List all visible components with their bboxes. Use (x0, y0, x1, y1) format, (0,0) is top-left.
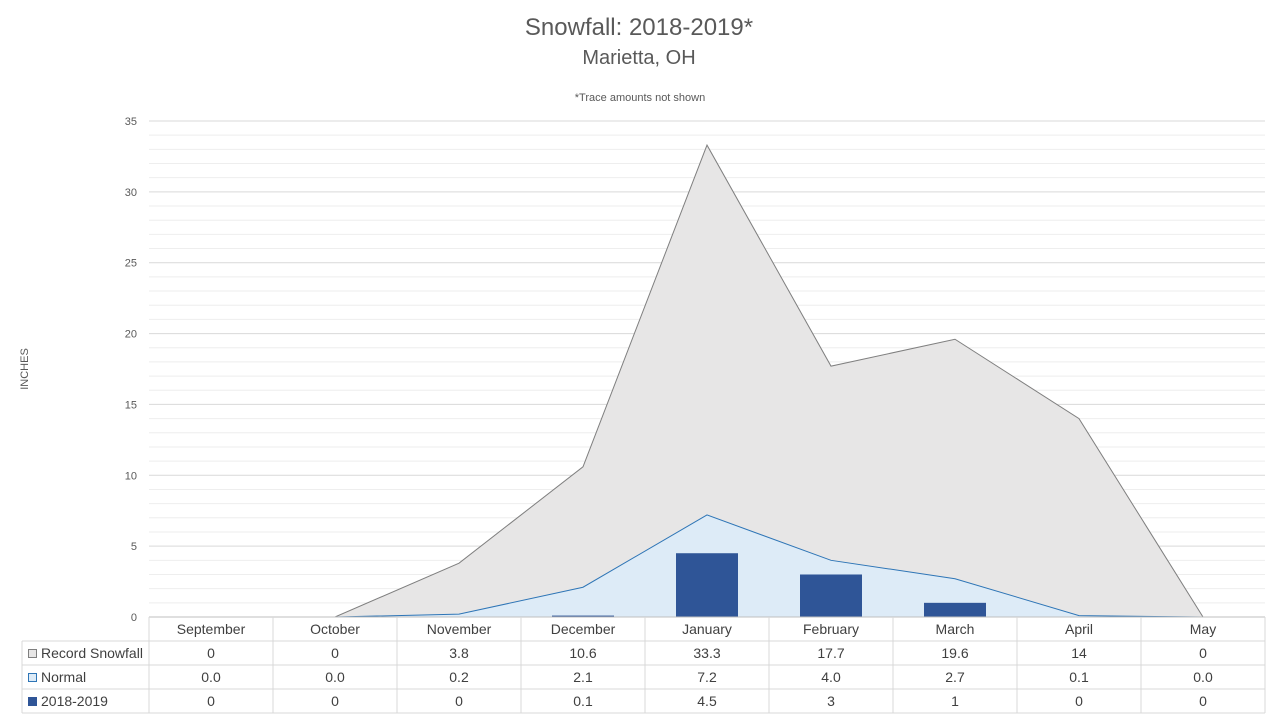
series-name: 2018-2019 (41, 693, 108, 709)
y-tick-label: 5 (131, 541, 137, 553)
bar (676, 553, 738, 617)
table-cell: 0.0 (325, 669, 345, 685)
line-record-snowfall (211, 143, 1204, 618)
bar (924, 602, 986, 617)
table-cell: 0.1 (1069, 669, 1089, 685)
chart-note: *Trace amounts not shown (575, 92, 705, 104)
table-cell: 4.0 (821, 669, 841, 685)
y-tick-label: 15 (125, 399, 137, 411)
y-tick-label: 20 (125, 329, 137, 341)
table-cell: 0 (331, 693, 339, 709)
y-tick-label: 35 (125, 116, 137, 128)
table-cell: 0 (331, 645, 339, 661)
table-cell: 4.5 (697, 693, 717, 709)
x-category-label: February (803, 621, 859, 637)
x-category-label: October (310, 621, 360, 637)
table-cell: 0 (455, 693, 463, 709)
bar (552, 615, 614, 617)
table-cell: 19.6 (941, 645, 968, 661)
y-tick-label: 0 (131, 612, 137, 624)
table-cell: 0.2 (449, 669, 469, 685)
table-cell: 1 (951, 693, 959, 709)
table-cell: 0 (207, 645, 215, 661)
table-cell: 2.1 (573, 669, 593, 685)
x-category-label: September (177, 621, 246, 637)
table-cell: 2.7 (945, 669, 965, 685)
series-name: Normal (41, 669, 86, 685)
y-axis-label: INCHES (19, 348, 31, 390)
x-category-label: November (427, 621, 492, 637)
x-category-label: April (1065, 621, 1093, 637)
legend-key (28, 673, 37, 682)
table-cell: 3.8 (449, 645, 469, 661)
x-category-label: December (551, 621, 616, 637)
x-category-label: March (936, 621, 975, 637)
x-category-label: May (1190, 621, 1216, 637)
table-cell: 0 (207, 693, 215, 709)
table-cell: 0.0 (1193, 669, 1213, 685)
table-cell: 0 (1075, 693, 1083, 709)
legend-key (28, 697, 37, 706)
chart-title: Snowfall: 2018-2019* (525, 14, 753, 41)
bar-series (552, 553, 986, 617)
table-cell: 0 (1199, 645, 1207, 661)
table-cell: 0.0 (201, 669, 221, 685)
table-cell: 33.3 (693, 645, 720, 661)
data-table: September October November December January F… (21, 616, 1266, 714)
table-cell: 10.6 (569, 645, 596, 661)
y-tick-label: 10 (125, 470, 137, 482)
table-cell: 3 (827, 693, 835, 709)
y-tick-label: 30 (125, 187, 137, 199)
table-cell: 0 (1199, 693, 1207, 709)
line-normal (211, 514, 1204, 618)
legend-key (28, 649, 37, 658)
y-tick-label: 25 (125, 258, 137, 270)
bar (800, 574, 862, 617)
table-cell: 0.1 (573, 693, 593, 709)
table-cell: 14 (1071, 645, 1087, 661)
table-cell: 17.7 (817, 645, 844, 661)
chart-subtitle: Marietta, OH (582, 47, 695, 69)
table-cell: 7.2 (697, 669, 717, 685)
area-record-snowfall (211, 145, 1203, 617)
x-category-label: January (682, 621, 732, 637)
series-name: Record Snowfall (41, 645, 143, 661)
y-axis-ticks: 0 5 10 15 20 25 30 35 (125, 116, 137, 624)
